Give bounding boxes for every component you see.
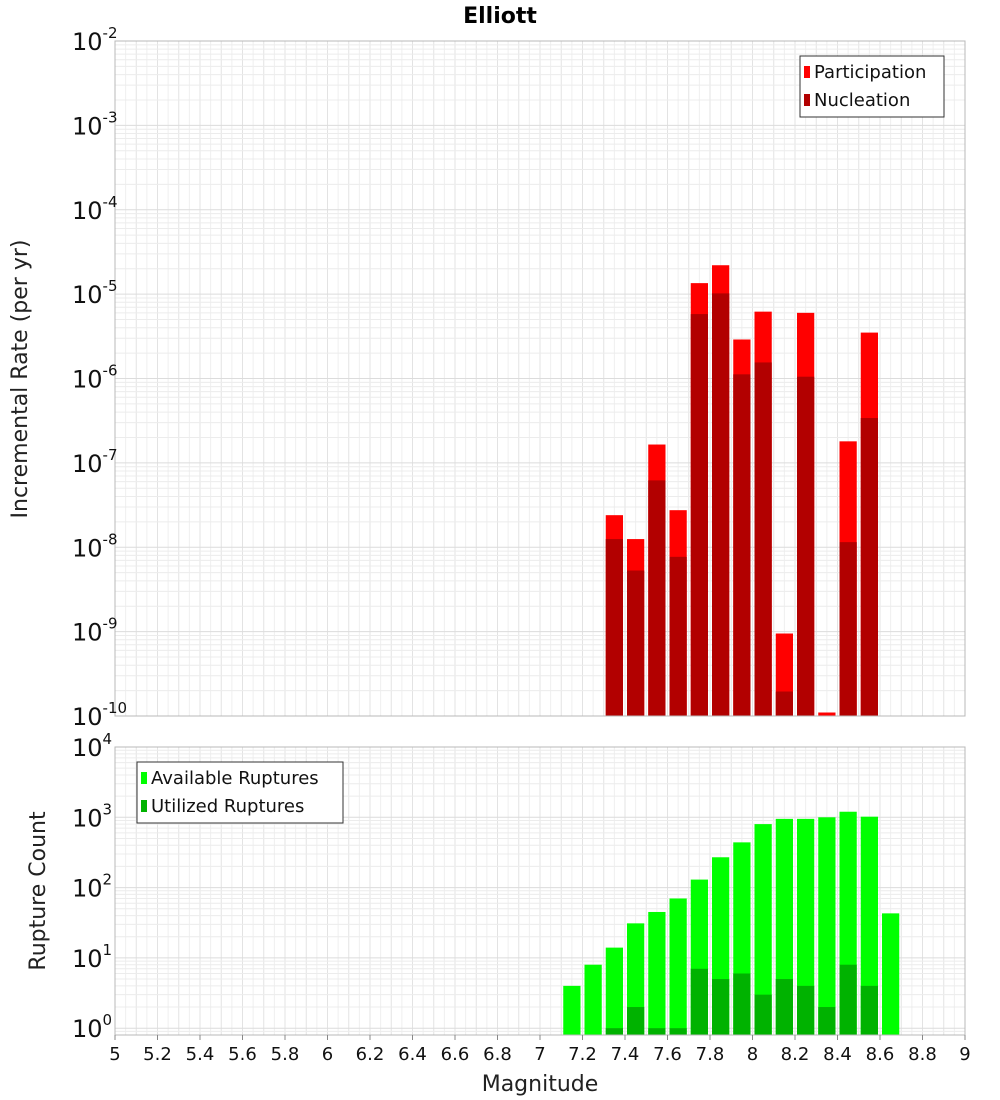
count-y-tick-label: 102 <box>72 871 112 903</box>
magnitude-x-axis-label: Magnitude <box>482 1072 599 1097</box>
count-utilized-ruptures-bar <box>690 968 708 1035</box>
count-utilized-ruptures-bar <box>860 985 878 1035</box>
rate-legend-nucleation-swatch <box>804 94 810 106</box>
x-tick-label: 5.4 <box>186 1044 215 1065</box>
count-utilized-ruptures-bar <box>627 1007 645 1035</box>
count-y-tick-label: 104 <box>72 730 112 762</box>
rate-nucleation-bar <box>839 542 857 716</box>
x-tick-label: 7.8 <box>696 1044 725 1065</box>
count-utilized-ruptures-bar <box>839 964 857 1035</box>
rate-nucleation-bar <box>754 362 772 716</box>
rate-y-tick-label: 10-6 <box>72 362 118 394</box>
rate-y-tick-label: 10-3 <box>72 108 118 140</box>
count-legend-utilized-ruptures-swatch <box>141 800 147 812</box>
x-tick-label: 6.6 <box>441 1044 470 1065</box>
x-tick-label: 9 <box>959 1044 970 1065</box>
rate-y-tick-label: 10-9 <box>72 615 118 647</box>
x-tick-label: 8 <box>747 1044 758 1065</box>
count-utilized-ruptures-bar <box>818 1007 836 1035</box>
rupture-count-y-axis-label: Rupture Count <box>26 811 51 971</box>
count-available-ruptures-bar <box>754 824 772 1035</box>
rate-y-tick-label: 10-10 <box>72 699 127 731</box>
rate-nucleation-bar <box>690 314 708 716</box>
x-tick-label: 5.2 <box>143 1044 172 1065</box>
count-available-ruptures-bar <box>563 985 581 1035</box>
rate-nucleation-bar <box>669 556 687 716</box>
rate-legend-nucleation-label: Nucleation <box>814 90 910 111</box>
rate-nucleation-bar <box>797 376 815 716</box>
x-tick-label: 5.8 <box>271 1044 300 1065</box>
count-utilized-ruptures-bar <box>712 979 730 1035</box>
x-tick-label: 5 <box>109 1044 120 1065</box>
count-utilized-ruptures-bar <box>605 1028 623 1035</box>
count-legend-utilized-ruptures-label: Utilized Ruptures <box>151 796 304 817</box>
x-tick-label: 8.8 <box>908 1044 937 1065</box>
count-utilized-ruptures-bar <box>733 973 751 1035</box>
count-legend-available-ruptures-swatch <box>141 772 147 784</box>
x-tick-label: 6.8 <box>483 1044 512 1065</box>
x-tick-label: 6.4 <box>398 1044 427 1065</box>
x-tick-label: 7.2 <box>568 1044 597 1065</box>
count-available-ruptures-bar <box>584 964 602 1035</box>
rupture-count-panel: 104 103 102 101 100 Available Ruptures Utilize… <box>72 730 971 1065</box>
count-available-ruptures-bar <box>605 947 623 1035</box>
rate-nucleation-bar <box>605 539 623 716</box>
count-y-tick-label: 100 <box>72 1011 112 1043</box>
rate-y-tick-label: 10-7 <box>72 446 118 478</box>
count-utilized-ruptures-bar <box>648 1028 666 1035</box>
rate-y-tick-label: 10-5 <box>72 277 118 309</box>
rate-nucleation-bar <box>648 480 666 716</box>
count-legend <box>136 761 344 824</box>
x-tick-label: 7 <box>534 1044 545 1065</box>
rate-nucleation-bar <box>860 418 878 716</box>
count-utilized-ruptures-bar <box>775 979 793 1035</box>
count-legend-available-ruptures-label: Available Ruptures <box>151 768 319 789</box>
x-tick-label: 6 <box>322 1044 333 1065</box>
count-available-ruptures-bar <box>797 818 815 1035</box>
rate-y-tick-label: 10-4 <box>72 193 118 225</box>
rate-panel: 10-2 10-3 10-4 10-5 10-6 10-7 10-8 10-9 10-10 Par… <box>72 24 966 731</box>
count-available-ruptures-bar <box>648 911 666 1035</box>
count-utilized-ruptures-bar <box>797 985 815 1035</box>
rate-y-tick-label: 10-2 <box>72 24 118 56</box>
x-tick-label: 6.2 <box>356 1044 385 1065</box>
x-tick-label: 5.6 <box>228 1044 257 1065</box>
rate-y-axis-label: Incremental Rate (per yr) <box>8 240 33 519</box>
rate-legend-participation-swatch <box>804 66 810 78</box>
rate-nucleation-bar <box>712 293 730 716</box>
rate-legend-participation-label: Participation <box>814 62 926 83</box>
x-tick-label: 7.4 <box>611 1044 640 1065</box>
count-utilized-ruptures-bar <box>754 994 772 1035</box>
x-tick-label: 7.6 <box>653 1044 682 1065</box>
rate-nucleation-bar <box>775 691 793 716</box>
x-tick-label: 8.4 <box>823 1044 852 1065</box>
count-y-tick-label: 101 <box>72 941 112 973</box>
count-available-ruptures-bar <box>860 816 878 1035</box>
rate-y-tick-label: 10-8 <box>72 530 118 562</box>
x-tick-label: 8.6 <box>866 1044 895 1065</box>
count-y-tick-label: 103 <box>72 800 112 832</box>
rate-nucleation-bar <box>733 374 751 716</box>
rate-participation-bar <box>818 712 836 716</box>
count-available-ruptures-bar <box>669 898 687 1035</box>
rate-legend <box>799 55 945 118</box>
chart-title: Elliott <box>463 4 537 29</box>
rate-nucleation-bar <box>627 570 645 716</box>
count-available-ruptures-bar <box>818 817 836 1035</box>
count-utilized-ruptures-bar <box>669 1028 687 1035</box>
count-available-ruptures-bar <box>882 913 900 1035</box>
x-tick-label: 8.2 <box>781 1044 810 1065</box>
